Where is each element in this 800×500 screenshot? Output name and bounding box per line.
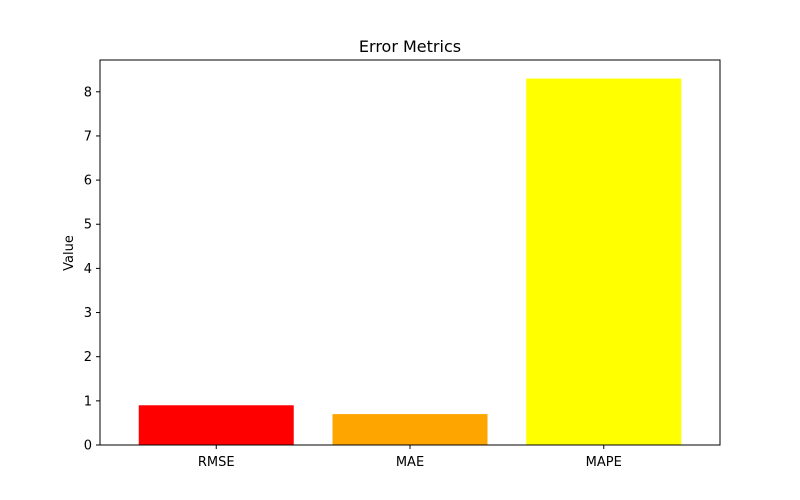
y-tick-label: 3 (84, 306, 92, 321)
x-tick-label-mae: MAE (396, 455, 424, 470)
y-tick-label: 5 (84, 218, 92, 233)
plot-frame (99, 59, 721, 446)
x-tick-label-mape: MAPE (586, 455, 622, 470)
y-tick-label: 6 (84, 174, 92, 189)
bar-rmse (138, 405, 294, 445)
x-axis: RMSE MAE MAPE (198, 445, 622, 470)
y-axis-title: Value (62, 235, 77, 271)
y-tick-label: 8 (84, 85, 92, 100)
y-tick-label: 0 (84, 439, 92, 454)
y-tick-label: 7 (84, 129, 92, 144)
y-axis: 0 1 2 3 4 5 6 7 8 (84, 85, 100, 454)
y-tick-label: 2 (84, 350, 92, 365)
bar-mae (332, 414, 488, 445)
bar-mape (526, 78, 682, 445)
y-tick-label: 4 (84, 262, 92, 277)
y-tick-label: 1 (84, 394, 92, 409)
chart-title: Error Metrics (359, 37, 461, 56)
x-tick-label-rmse: RMSE (198, 455, 235, 470)
bars-layer (138, 78, 682, 445)
